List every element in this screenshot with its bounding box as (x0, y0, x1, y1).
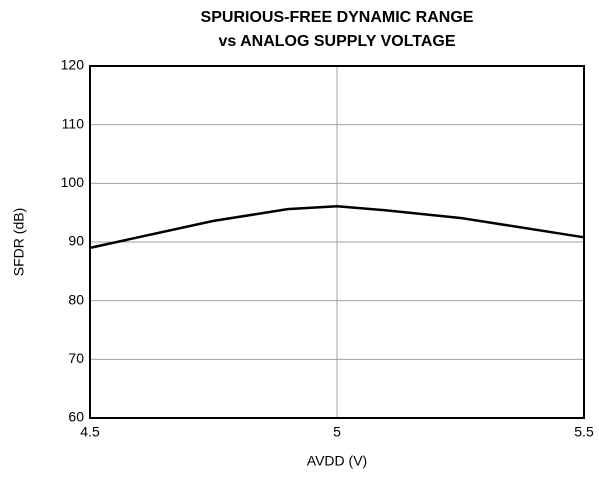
x-tick-label: 5.5 (574, 424, 594, 440)
chart-title: SPURIOUS-FREE DYNAMIC RANGE (201, 9, 474, 26)
chart-title: vs ANALOG SUPPLY VOLTAGE (218, 33, 455, 50)
y-tick-label: 120 (61, 57, 85, 73)
x-tick-label: 5 (333, 424, 341, 440)
y-tick-label: 70 (68, 350, 84, 366)
y-axis-label: SFDR (dB) (11, 208, 27, 276)
x-tick-label: 4.5 (80, 424, 100, 440)
y-tick-label: 100 (61, 174, 85, 190)
data-line (89, 204, 585, 250)
y-tick-label: 60 (68, 409, 84, 425)
y-tick-label: 80 (68, 291, 84, 307)
y-tick-label: 110 (62, 115, 85, 131)
x-axis-label: AVDD (V) (307, 453, 367, 469)
plot-border (89, 65, 585, 419)
y-tick-label: 90 (68, 233, 84, 249)
